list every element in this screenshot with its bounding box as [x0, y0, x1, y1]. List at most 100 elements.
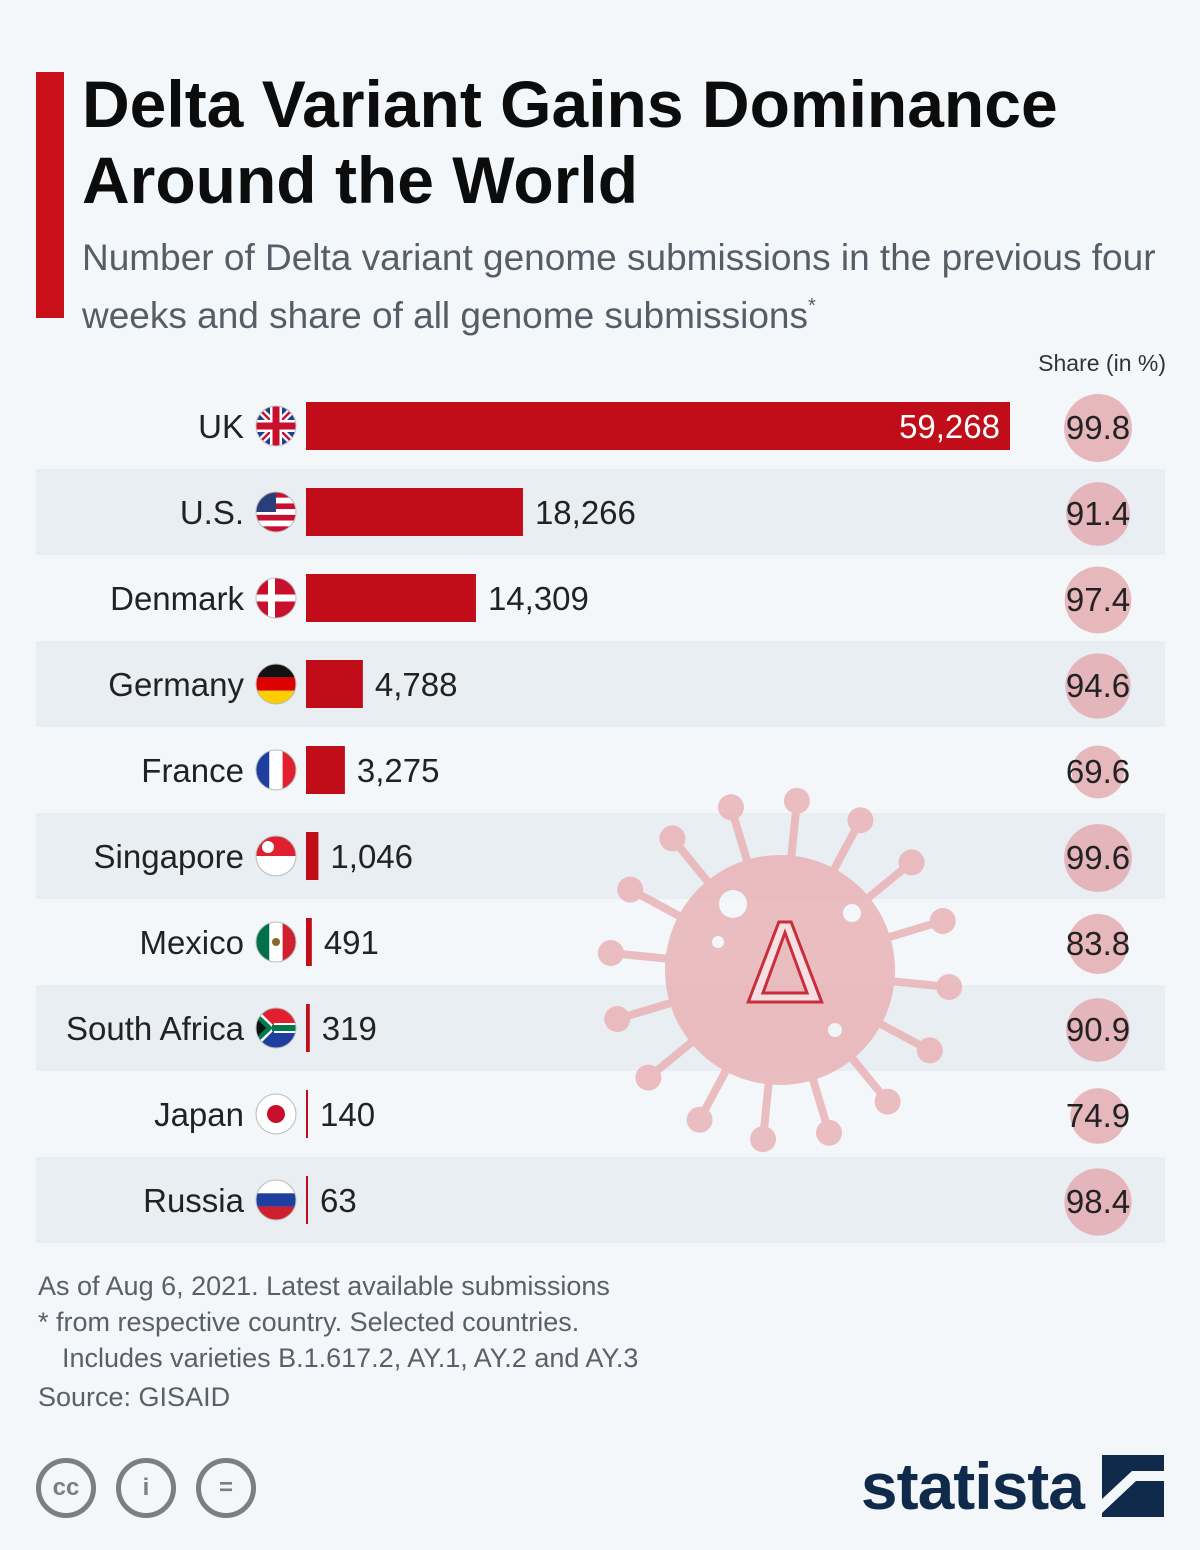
category-label: Germany	[108, 666, 244, 703]
row-stripe	[36, 641, 1165, 727]
virus-spike-tip	[936, 973, 963, 1000]
footnote-line-2: * from respective country. Selected coun…	[38, 1307, 580, 1337]
france-flag-icon	[255, 749, 297, 791]
cc-icon[interactable]: cc	[36, 1458, 96, 1518]
chart-row: Denmark 14,309 97.4	[110, 566, 1132, 634]
category-label: UK	[198, 408, 244, 445]
share-label: 91.4	[1066, 495, 1130, 532]
virus-spike-tip	[659, 825, 686, 852]
statista-logo-icon	[1102, 1455, 1164, 1517]
chart-row: Singapore 1,046 99.6	[94, 824, 1132, 892]
chart-row: France 3,275 69.6	[141, 745, 1130, 799]
virus-watermark-icon: Δ	[597, 787, 963, 1153]
category-label: U.S.	[180, 494, 244, 531]
chart-rows: UK 59,268 99.8 U.S. 18,266 91.4 Denmark 14,309 9…	[66, 394, 1132, 1236]
row-stripe	[36, 813, 1165, 899]
bar	[306, 1176, 308, 1224]
virus-spike-tip	[874, 1088, 901, 1115]
share-bubble	[1068, 914, 1128, 974]
value-label: 18,266	[535, 494, 636, 531]
share-bubble	[1066, 998, 1130, 1062]
virus-spike-tip	[847, 807, 874, 834]
chart-title: Delta Variant Gains Dominance Around the…	[82, 67, 1058, 217]
title-accent-bar	[36, 72, 64, 318]
value-label: 491	[324, 924, 379, 961]
virus-spot	[843, 904, 861, 922]
chart-row: South Africa 319 90.9	[66, 998, 1130, 1062]
value-label: 59,268	[899, 408, 1000, 445]
chart-row: Japan 140 74.9	[154, 1088, 1130, 1144]
share-bubble	[1064, 394, 1132, 462]
no-derivatives-icon[interactable]: =	[196, 1458, 256, 1518]
subtitle-footnote-marker: *	[808, 295, 816, 317]
share-column-header: Share (in %)	[1038, 350, 1166, 376]
virus-spike-tip	[929, 907, 956, 934]
share-label: 83.8	[1066, 925, 1130, 962]
share-bubble	[1070, 1088, 1126, 1144]
row-stripe	[36, 985, 1165, 1071]
bar	[306, 1090, 308, 1138]
value-label: 140	[320, 1096, 375, 1133]
virus-spot	[712, 936, 724, 948]
share-label: 99.8	[1066, 409, 1130, 446]
denmark-flag-icon	[255, 577, 297, 619]
share-label: 98.4	[1066, 1183, 1130, 1220]
bar	[306, 402, 1010, 450]
share-label: 90.9	[1066, 1011, 1130, 1048]
virus-spike-tip	[617, 876, 644, 903]
subtitle-text: Number of Delta variant genome submissio…	[82, 237, 1156, 336]
japan-flag-icon	[255, 1093, 297, 1135]
chart-row: U.S. 18,266 91.4	[180, 482, 1130, 546]
bar	[306, 574, 476, 622]
us-flag-icon	[255, 491, 297, 533]
source-note: Source: GISAID	[38, 1382, 231, 1412]
share-label: 97.4	[1066, 581, 1130, 618]
virus-spot	[828, 1023, 842, 1037]
value-label: 4,788	[375, 666, 458, 703]
value-label: 63	[320, 1182, 357, 1219]
chart-subtitle: Number of Delta variant genome submissio…	[82, 234, 1172, 340]
share-bubble	[1071, 745, 1125, 799]
bar	[306, 488, 523, 536]
virus-spike-tip	[604, 1006, 631, 1033]
russia-flag-icon	[255, 1179, 297, 1221]
share-bubble	[1065, 653, 1131, 719]
value-label: 1,046	[330, 838, 413, 875]
chart-row: Mexico 491 83.8	[139, 914, 1130, 974]
license-badges: cc i =	[36, 1458, 256, 1518]
mexico-flag-icon	[255, 921, 297, 963]
footnote: As of Aug 6, 2021. Latest available subm…	[38, 1268, 838, 1376]
category-label: Denmark	[110, 580, 244, 617]
footnote-line-3: Includes varieties B.1.617.2, AY.1, AY.2…	[62, 1343, 639, 1373]
bar	[306, 918, 312, 966]
attribution-icon[interactable]: i	[116, 1458, 176, 1518]
bar	[306, 746, 345, 794]
value-label: 3,275	[357, 752, 440, 789]
virus-spike-tip	[717, 794, 744, 821]
category-label: South Africa	[66, 1010, 245, 1047]
value-label: 14,309	[488, 580, 589, 617]
virus-spike-tip	[816, 1119, 843, 1146]
share-bubble	[1066, 482, 1130, 546]
uk-flag-icon	[255, 405, 297, 447]
value-label: 319	[322, 1010, 377, 1047]
share-bubble	[1064, 1168, 1132, 1236]
south-africa-flag-icon	[255, 1007, 297, 1049]
share-bubble	[1064, 566, 1132, 634]
category-label: France	[141, 752, 244, 789]
bar	[306, 660, 363, 708]
row-stripes	[36, 469, 1165, 1243]
virus-spike-tip	[750, 1126, 777, 1153]
germany-flag-icon	[255, 663, 297, 705]
share-label: 74.9	[1066, 1097, 1130, 1134]
footnote-line-1: As of Aug 6, 2021. Latest available subm…	[38, 1271, 610, 1301]
bar-chart: Δ UK 59,268 99.8 U.S. 18,266 91.4 Denmark 14,30…	[36, 394, 1165, 1243]
delta-symbol-icon: Δ	[747, 900, 822, 1028]
virus-spot	[719, 890, 747, 918]
chart-row: Germany 4,788 94.6	[108, 653, 1131, 719]
share-bubble	[1064, 824, 1132, 892]
statista-brand[interactable]: statista	[861, 1448, 1164, 1524]
virus-spike-tip	[898, 849, 925, 876]
virus-spike-tip	[635, 1064, 662, 1091]
share-label: 99.6	[1066, 839, 1130, 876]
